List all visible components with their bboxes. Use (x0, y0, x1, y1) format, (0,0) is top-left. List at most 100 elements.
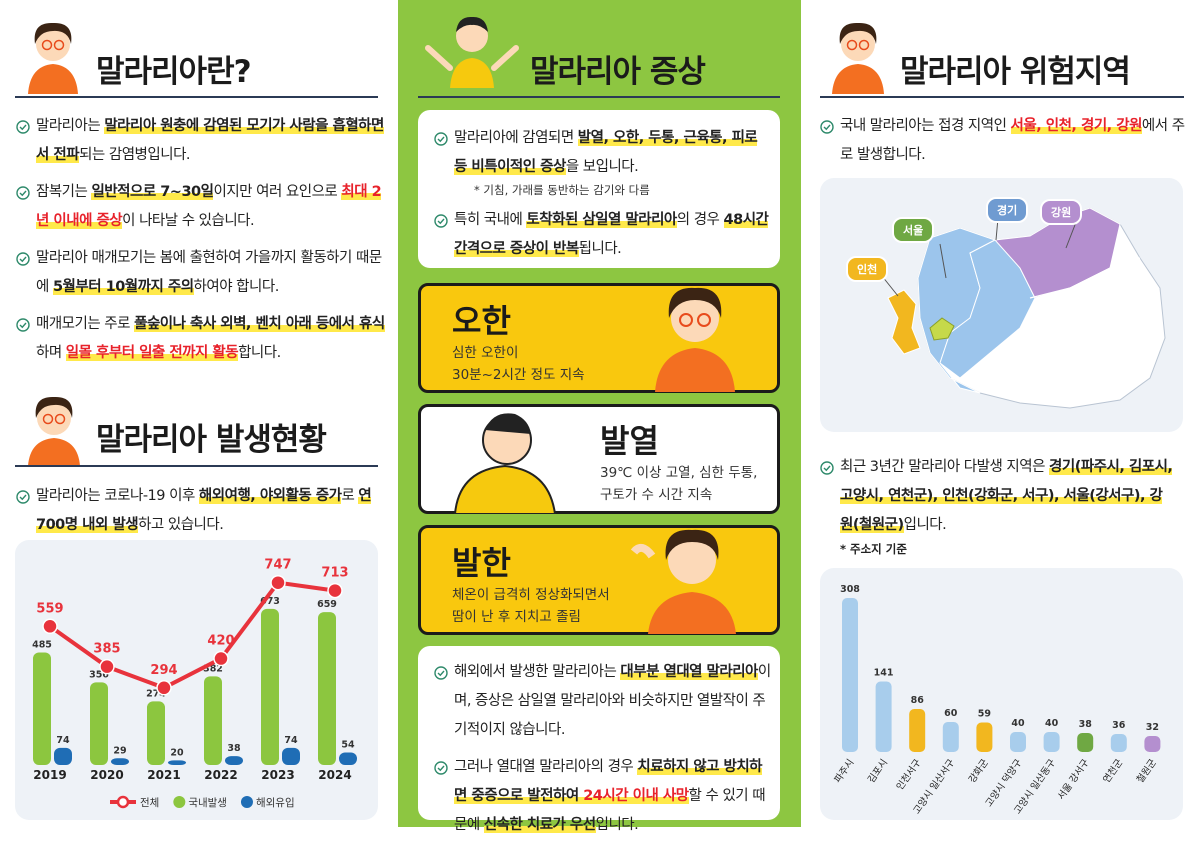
text-run: 하여야 합니다. (193, 279, 280, 295)
data-label: 40 (1011, 718, 1025, 729)
data-label: 659 (317, 599, 337, 610)
highlight: 서울, 인천, 경기, 강원 (1010, 118, 1142, 134)
check-icon (16, 318, 30, 332)
bar (90, 682, 108, 765)
bullet-text: 그러나 열대열 말라리아의 경우 치료하지 않고 방치하면 중증으로 발전하여 … (454, 753, 774, 840)
icon-person (425, 16, 519, 88)
text-run: 최근 3년간 말라리아 다발생 지역은 (840, 459, 1050, 475)
text-run: 을 보입니다. (565, 159, 639, 175)
x-tick-label: 파주시 (832, 757, 856, 785)
bullet: 해외에서 발생한 말라리아는 대부분 열대열 말라리아이며, 증상은 삼일열 말… (434, 658, 774, 745)
map (881, 207, 1166, 409)
data-label: 29 (113, 745, 126, 756)
line-point (42, 618, 58, 635)
map-label: 인천 (846, 256, 889, 282)
bar (1110, 734, 1127, 752)
check-icon (820, 120, 834, 134)
text-run: 말라리아 매개모기는 봄에 출현하여 가을까지 활동하기 때문에 (36, 250, 382, 295)
x-tick-label: 2019 (33, 768, 66, 782)
bar (147, 701, 165, 765)
illustration (630, 529, 736, 634)
card-title: 발한 (452, 544, 511, 582)
data-label: 40 (1045, 718, 1059, 729)
data-label: 747 (264, 558, 291, 573)
card-title: 오한 (452, 302, 511, 340)
check-icon (434, 761, 448, 775)
text-run: 하며 (36, 345, 66, 361)
text-run: 의 경우 (676, 212, 724, 228)
x-tick-label: 2022 (204, 768, 237, 782)
text-run: 입니다. (903, 517, 947, 533)
check-icon (16, 120, 30, 134)
data-label: 54 (341, 739, 355, 750)
card-text: 심한 오한이 30분~2시간 정도 지속 (452, 342, 585, 386)
bar (909, 709, 926, 752)
card-title: 발열 (600, 422, 659, 460)
data-label: 485 (32, 639, 52, 650)
text-run: 이지만 여러 요인으로 (213, 184, 342, 200)
check-icon (434, 214, 448, 228)
card-line: 땀이 난 후 지치고 졸림 (452, 609, 581, 625)
data-label: 74 (284, 735, 298, 746)
bullet-text: 특히 국내에 토착화된 삼일열 말라리아의 경우 48시간 간격으로 증상이 반… (454, 206, 774, 264)
line (48, 580, 336, 690)
bullet: 최근 3년간 말라리아 다발생 지역은 경기(파주시, 김포시, 고양시, 연천… (820, 453, 1175, 540)
bar (282, 747, 300, 765)
check-icon (434, 666, 448, 680)
bullet-list: 말라리아에 감염되면 발열, 오한, 두통, 근육통, 피로 등 비특이적인 증… (434, 124, 774, 268)
bullet: 매개모기는 주로 풀숲이나 축사 외벽, 벤치 아래 등에서 휴식하며 일몰 후… (16, 310, 386, 368)
text-run: 이 나타날 수 있습니다. (122, 213, 255, 229)
text-run: 그러나 열대열 말라리아의 경우 (454, 759, 638, 775)
text-run: 입니다. (595, 817, 639, 833)
highlight: 일반적으로 7~30일 (91, 184, 214, 200)
x-tick-label: 김포시 (865, 757, 890, 785)
card-text: 체온이 급격히 정상화되면서 땀이 난 후 지치고 졸림 (452, 584, 610, 628)
x-tick-label: 서울 강서구 (1056, 757, 1092, 802)
legend-label: 국내발생 (188, 797, 227, 809)
highlight: 24시간 이내 사망 (583, 788, 689, 804)
bullet: 말라리아 매개모기는 봄에 출현하여 가을까지 활동하기 때문에 5월부터 10… (16, 244, 386, 302)
data-label: 141 (874, 668, 894, 679)
highlight: 일몰 후부터 일출 전까지 활동 (65, 345, 239, 361)
text-run: 특히 국내에 (454, 212, 527, 228)
x-tick-label: 2023 (261, 768, 294, 782)
data-label: 20 (170, 747, 184, 758)
data-label: 308 (840, 584, 860, 595)
data-label: 86 (911, 695, 925, 706)
x-tick-label: 강화군 (967, 757, 991, 785)
line-point (327, 582, 343, 599)
text-run: 말라리아는 (36, 118, 105, 134)
bar (1043, 732, 1060, 752)
data-label: 36 (1112, 720, 1126, 731)
legend-label: 해외유입 (256, 796, 295, 809)
text-run: 이며, 증상은 삼일열 말라리아와 비슷하지만 열발작이 주기적이지 않습니다. (454, 664, 771, 738)
bar (976, 722, 993, 752)
data-label: 713 (321, 566, 348, 581)
bullet: 잠복기는 일반적으로 7~30일이지만 여러 요인으로 최대 2년 이내에 증상… (16, 178, 386, 236)
illustration (453, 413, 557, 514)
bullet: 특히 국내에 토착화된 삼일열 말라리아의 경우 48시간 간격으로 증상이 반… (434, 206, 774, 264)
legend-swatch (240, 796, 253, 808)
bullet-list: 해외에서 발생한 말라리아는 대부분 열대열 말라리아이며, 증상은 삼일열 말… (434, 658, 774, 848)
card-line: 구토가 수 시간 지속 (600, 487, 713, 503)
section-title: 말라리아란? (96, 54, 252, 90)
data-label: 673 (260, 596, 280, 607)
x-tick-label: 인천서구 (895, 757, 924, 792)
data-label: 382 (203, 663, 223, 674)
bullet-list: 말라리아는 말라리아 원충에 감염된 모기가 사람을 흡혈하면서 전파되는 감염… (16, 112, 386, 376)
highlight: 해외여행, 야외활동 증가 (198, 488, 342, 504)
bullet-text: 매개모기는 주로 풀숲이나 축사 외벽, 벤치 아래 등에서 휴식하며 일몰 후… (36, 310, 386, 368)
check-icon (820, 461, 834, 475)
text-run: 되는 감염병입니다. (79, 147, 191, 163)
bullet: 말라리아에 감염되면 발열, 오한, 두통, 근육통, 피로 등 비특이적인 증… (434, 124, 774, 182)
bullet-list: 국내 말라리아는 접경 지역인 서울, 인천, 경기, 강원에서 주로 발생합니… (820, 112, 1192, 170)
page: 말라리아란? 말라리아는 말라리아 원충에 감염된 모기가 사람을 흡혈하면서 … (15, 0, 1192, 833)
text-run: 하고 있습니다. (138, 517, 224, 533)
map-label: 강원 (1040, 199, 1083, 225)
legend-swatch (173, 796, 186, 808)
data-label: 420 (207, 634, 234, 649)
text-run: 에서 주로 발생합니다. (840, 118, 1185, 163)
bar (842, 598, 858, 752)
bullet: 말라리아는 말라리아 원충에 감염된 모기가 사람을 흡혈하면서 전파되는 감염… (16, 112, 386, 170)
